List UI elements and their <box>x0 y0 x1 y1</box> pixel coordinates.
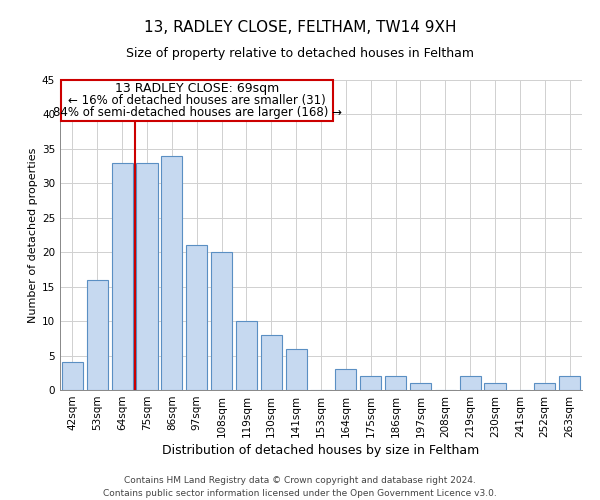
Bar <box>87 280 108 390</box>
Bar <box>112 162 133 390</box>
Text: 13, RADLEY CLOSE, FELTHAM, TW14 9XH: 13, RADLEY CLOSE, FELTHAM, TW14 9XH <box>144 20 456 35</box>
Bar <box>484 383 506 390</box>
Bar <box>236 321 257 390</box>
Bar <box>62 362 83 390</box>
Text: ← 16% of detached houses are smaller (31): ← 16% of detached houses are smaller (31… <box>68 94 326 107</box>
Bar <box>460 376 481 390</box>
Bar <box>136 162 158 390</box>
Bar <box>385 376 406 390</box>
Text: 13 RADLEY CLOSE: 69sqm: 13 RADLEY CLOSE: 69sqm <box>115 82 280 96</box>
Bar <box>161 156 182 390</box>
X-axis label: Distribution of detached houses by size in Feltham: Distribution of detached houses by size … <box>163 444 479 457</box>
Text: 84% of semi-detached houses are larger (168) →: 84% of semi-detached houses are larger (… <box>53 106 342 119</box>
Text: Size of property relative to detached houses in Feltham: Size of property relative to detached ho… <box>126 48 474 60</box>
Bar <box>261 335 282 390</box>
Text: Contains HM Land Registry data © Crown copyright and database right 2024.
Contai: Contains HM Land Registry data © Crown c… <box>103 476 497 498</box>
Bar <box>559 376 580 390</box>
Bar <box>61 80 334 122</box>
Bar <box>335 370 356 390</box>
Bar <box>534 383 555 390</box>
Bar <box>186 246 207 390</box>
Bar <box>410 383 431 390</box>
Y-axis label: Number of detached properties: Number of detached properties <box>28 148 38 322</box>
Bar <box>211 252 232 390</box>
Bar <box>286 348 307 390</box>
Bar <box>360 376 381 390</box>
